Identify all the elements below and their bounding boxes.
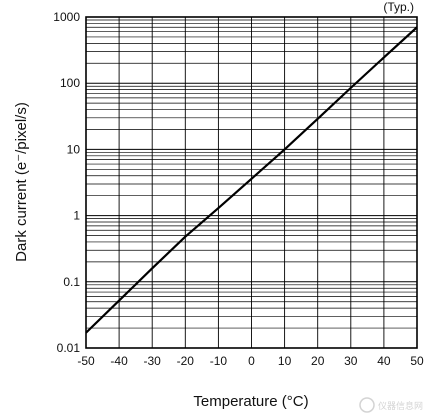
y-axis-title: Dark current (e⁻/pixel/s) bbox=[13, 102, 30, 262]
y-tick-labels: 0.01 0.1 1 10 100 1000 bbox=[53, 10, 80, 355]
y-tick-label: 1000 bbox=[53, 10, 80, 24]
plot-frame bbox=[85, 16, 418, 349]
y-tick-label: 10 bbox=[67, 142, 81, 156]
x-tick-label: 50 bbox=[410, 354, 424, 368]
x-tick-label: -40 bbox=[110, 354, 128, 368]
y-tick-label: 100 bbox=[60, 76, 80, 90]
x-tick-label: -20 bbox=[177, 354, 195, 368]
x-tick-label: -50 bbox=[77, 354, 95, 368]
watermark-logo-icon bbox=[359, 397, 375, 413]
grid-lines bbox=[86, 17, 417, 348]
x-tick-label: -10 bbox=[210, 354, 228, 368]
x-tick-labels: -50 -40 -30 -20 -10 0 10 20 30 40 50 bbox=[77, 354, 424, 368]
series-layer bbox=[85, 26, 418, 334]
x-tick-label: 10 bbox=[278, 354, 292, 368]
x-tick-label: 30 bbox=[344, 354, 358, 368]
series-line bbox=[85, 26, 418, 334]
y-tick-label: 1 bbox=[73, 209, 80, 223]
watermark-text: 仪器信息网 bbox=[378, 400, 423, 411]
y-tick-label: 0.1 bbox=[63, 275, 80, 289]
watermark: 仪器信息网 bbox=[359, 397, 423, 413]
x-tick-label: 20 bbox=[311, 354, 325, 368]
x-tick-label: -30 bbox=[144, 354, 162, 368]
x-tick-label: 0 bbox=[248, 354, 255, 368]
x-axis-title: Temperature (°C) bbox=[193, 393, 308, 410]
y-tick-label: 0.01 bbox=[57, 341, 81, 355]
x-tick-label: 40 bbox=[377, 354, 391, 368]
annotation-typ: (Typ.) bbox=[383, 0, 414, 14]
